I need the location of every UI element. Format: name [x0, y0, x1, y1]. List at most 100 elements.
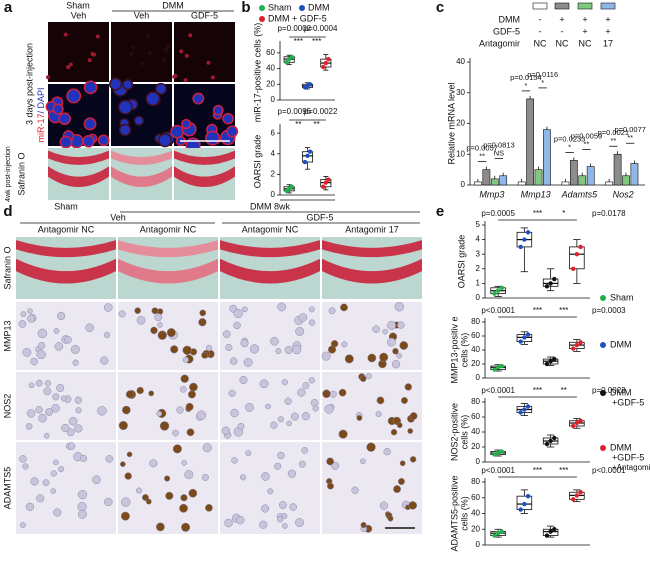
cell [274, 462, 282, 470]
cell [365, 373, 372, 380]
group-header: Sham [54, 201, 78, 211]
y-axis-label: OARSI grade [456, 235, 466, 289]
cell [50, 488, 56, 494]
cell [201, 351, 209, 359]
cell [74, 424, 83, 433]
cell [390, 428, 398, 436]
micrograph [118, 302, 218, 370]
cell [351, 486, 359, 494]
cell [75, 407, 82, 414]
y-tick-label: 0 [476, 373, 481, 382]
bar [613, 153, 622, 186]
legend-row-label: GDF-5 [493, 26, 520, 36]
point [525, 493, 531, 499]
micrograph [111, 148, 172, 200]
cell [35, 406, 43, 414]
cell [298, 313, 308, 322]
micrograph [220, 302, 320, 370]
bar [499, 175, 508, 186]
significance: * [541, 78, 544, 87]
point [548, 438, 553, 444]
point [492, 367, 497, 372]
cell [399, 460, 406, 467]
y-axis-label: cells (%) [459, 415, 469, 450]
signal [63, 32, 68, 37]
sub-header: Veh [134, 10, 150, 20]
row-label: Safranin O [16, 152, 26, 195]
stain-label: miR-17/ DAPI [36, 87, 46, 142]
signal [95, 34, 100, 39]
cell [136, 487, 143, 494]
cell [166, 328, 176, 338]
point [571, 423, 576, 429]
nucleus [82, 135, 95, 148]
cell [298, 460, 306, 468]
legend-mark: NC [556, 38, 569, 48]
cell [19, 522, 26, 528]
legend-mark: + [582, 14, 587, 24]
legend-row-label: Antagomir [479, 38, 520, 48]
cell [228, 389, 236, 397]
nucleus [122, 79, 134, 91]
bar [569, 160, 578, 186]
y-tick-label: 0 [271, 190, 276, 199]
cell [184, 470, 194, 480]
y-tick-label: 20 [471, 359, 480, 368]
panel-letter: c [436, 0, 444, 16]
cell [366, 442, 376, 452]
nucleus [222, 112, 234, 125]
cell [265, 403, 271, 410]
cell [182, 356, 189, 363]
signal [188, 33, 193, 38]
micrograph [174, 148, 235, 200]
legend-label: +GDF-5 [612, 452, 644, 462]
cell [326, 457, 334, 466]
cartilage [322, 258, 422, 284]
cell [267, 488, 274, 495]
cell [356, 415, 363, 421]
point [522, 407, 527, 412]
cell [189, 382, 198, 392]
micrograph [16, 302, 116, 370]
cell [277, 416, 284, 423]
p-value: p=0.0005 [481, 209, 515, 218]
cell [239, 375, 248, 385]
cartilage [48, 150, 109, 165]
cell [275, 348, 282, 355]
cell [150, 326, 158, 335]
cell [42, 479, 50, 487]
cell [148, 390, 155, 397]
cell [409, 412, 418, 420]
point [548, 529, 553, 534]
point [574, 420, 580, 426]
cell [327, 482, 334, 490]
legend-mark: - [561, 26, 564, 36]
y-tick-label: 40 [471, 509, 480, 518]
legend-swatch [600, 2, 616, 10]
cell [344, 354, 354, 364]
cell [261, 472, 270, 481]
cell [67, 442, 76, 450]
micrograph [111, 22, 172, 82]
cell [58, 466, 65, 473]
point [571, 266, 576, 271]
y-axis-label: cells (%) [459, 496, 469, 531]
signal [161, 58, 166, 63]
cell [30, 357, 38, 366]
row-label: MMP13 [2, 320, 12, 351]
row-label: Safranin O [2, 246, 12, 289]
y-tick-label: 40 [471, 427, 480, 436]
bar [543, 129, 551, 186]
significance: NS [494, 149, 504, 158]
y-tick-label: 3 [476, 249, 481, 258]
micrograph [321, 301, 422, 370]
point [499, 449, 504, 454]
y-axis-label: cells (%) [459, 333, 469, 368]
cell [391, 360, 401, 369]
cell [134, 307, 141, 314]
cell [387, 320, 396, 330]
y-tick-label: 20 [456, 119, 465, 128]
point [492, 291, 497, 296]
cell [205, 504, 213, 512]
legend-swatch [554, 2, 570, 10]
